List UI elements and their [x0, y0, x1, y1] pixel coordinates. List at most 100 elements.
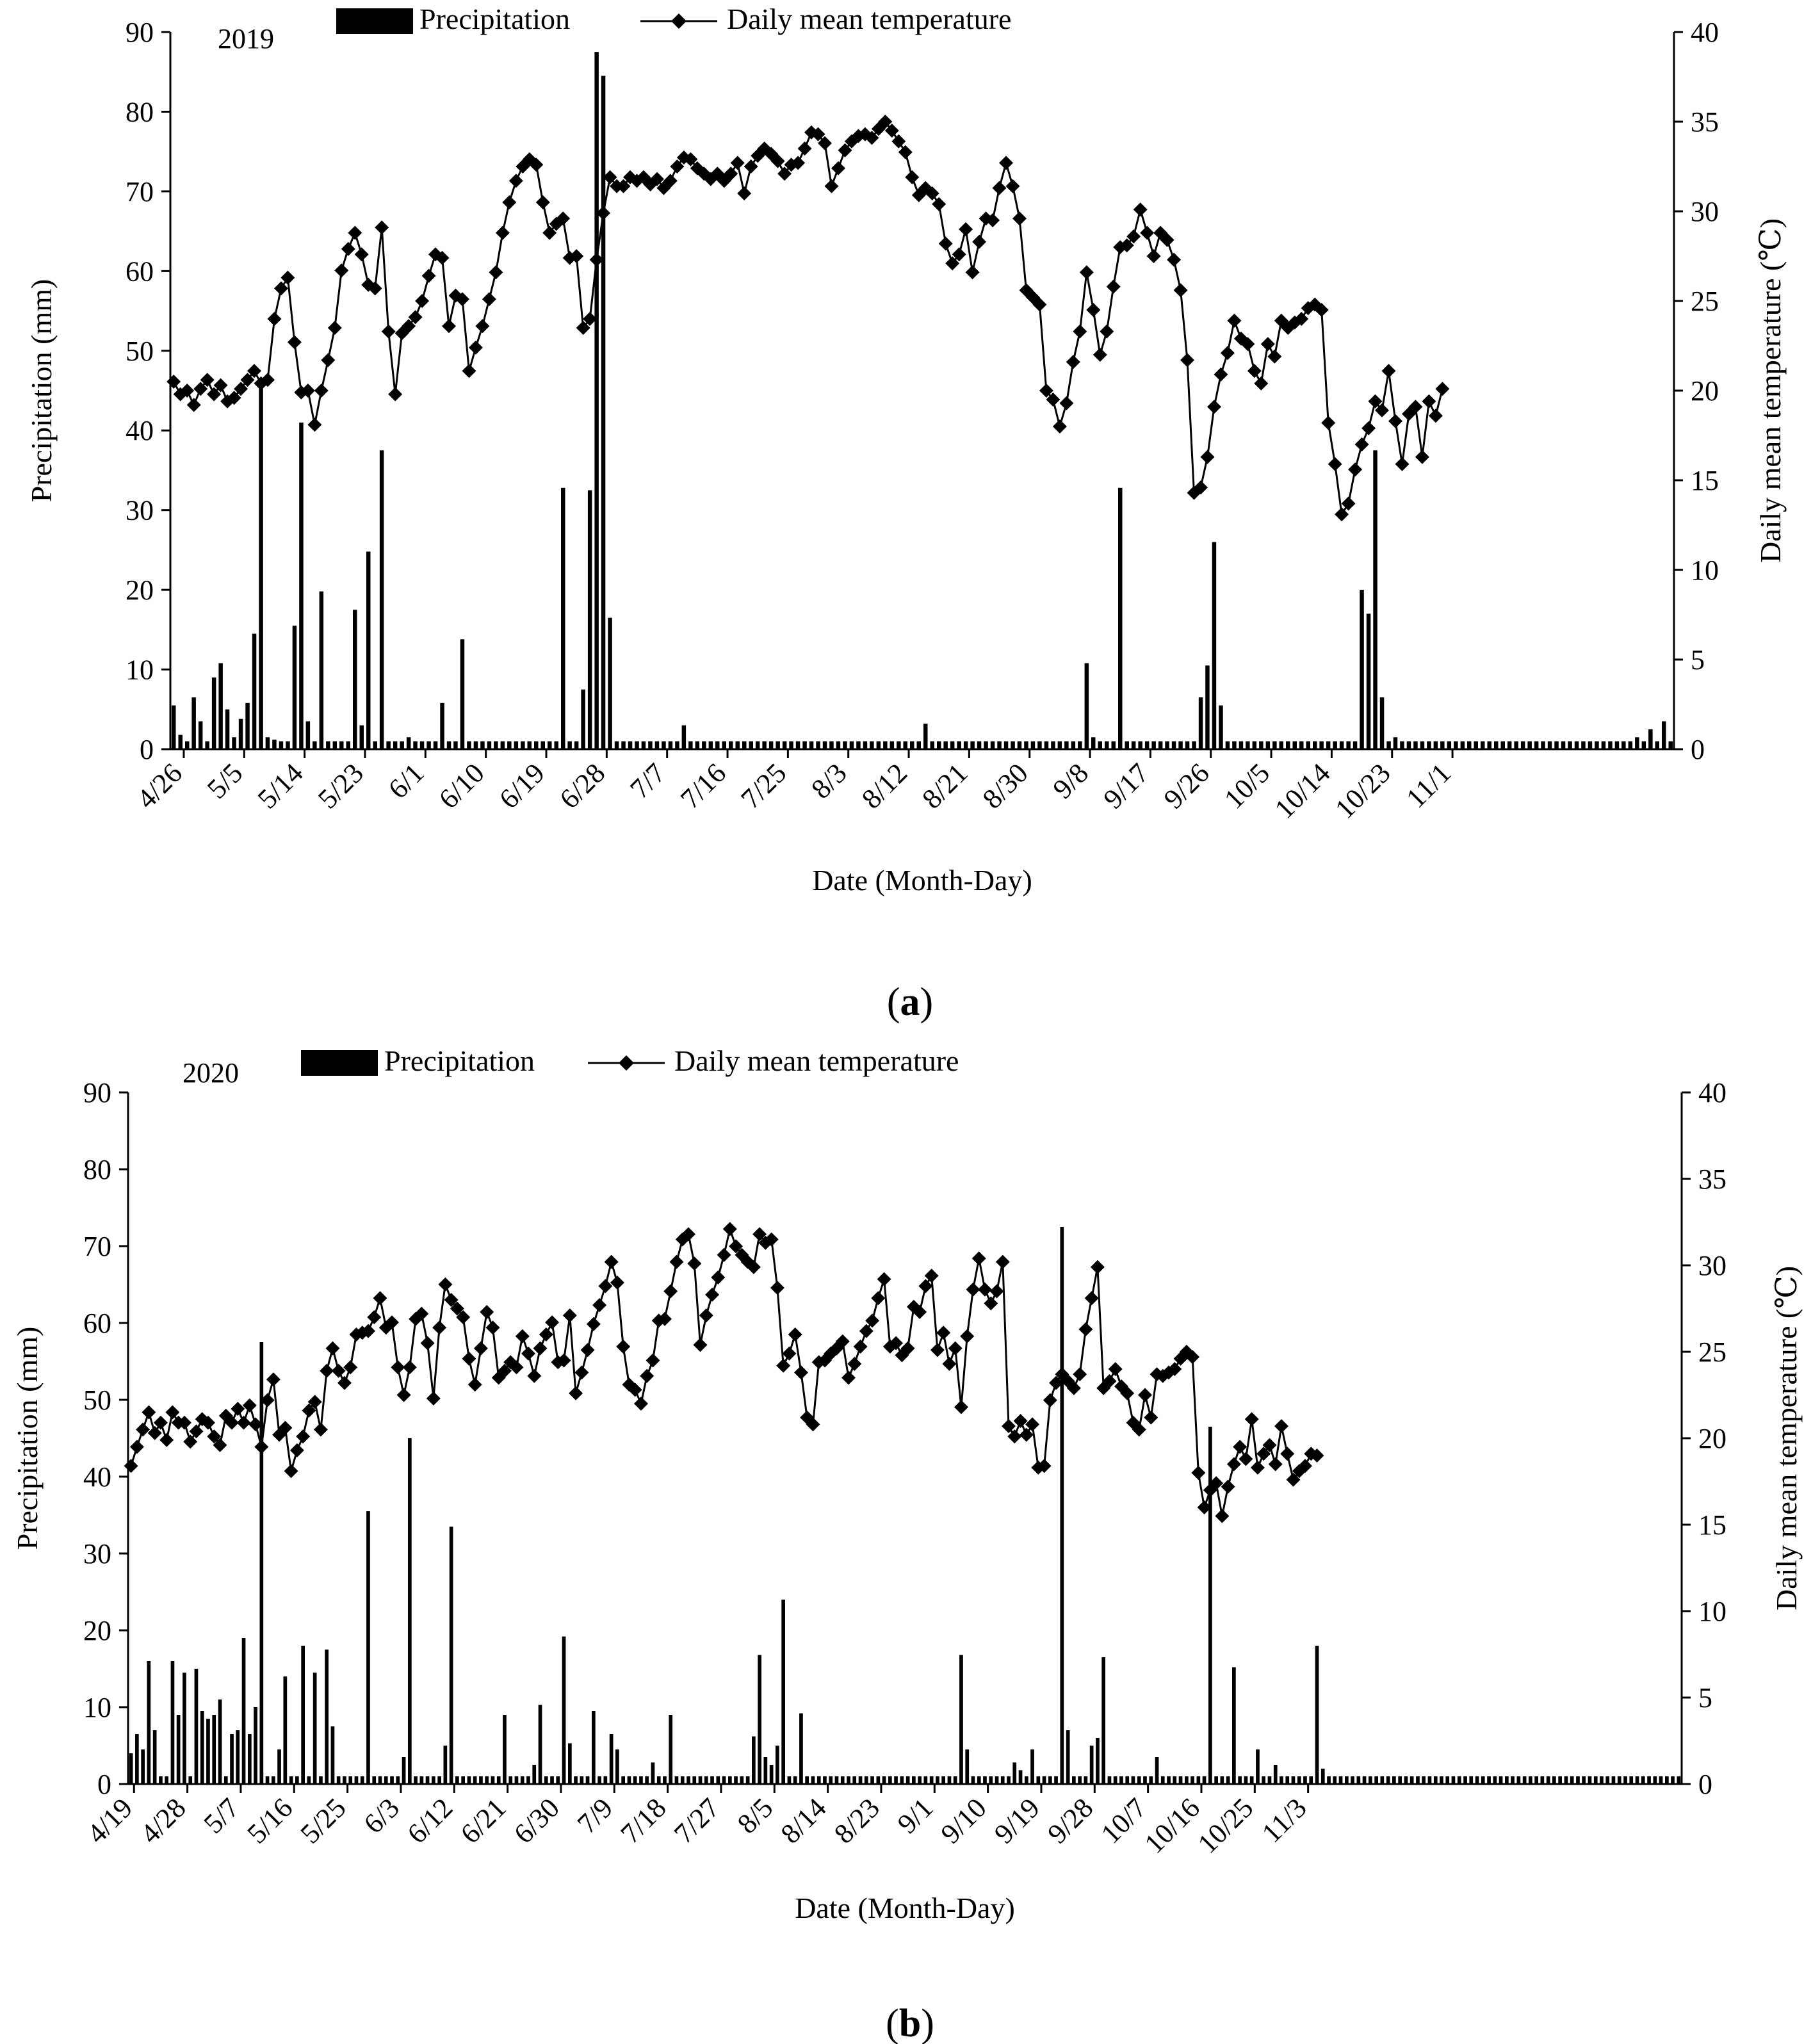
temperature-point	[368, 281, 382, 296]
precipitation-bar	[567, 741, 572, 749]
precipitation-bar	[1404, 1776, 1408, 1784]
left-tick-label: 20	[126, 574, 154, 606]
temperature-point	[628, 1383, 642, 1397]
precipitation-bar	[1113, 1776, 1117, 1784]
temperature-point	[165, 1405, 180, 1420]
precipitation-bar	[1252, 741, 1257, 749]
temperature-point	[287, 335, 302, 350]
temperature-point	[1321, 416, 1336, 430]
temperature-point	[489, 265, 503, 280]
right-tick-label: 5	[1691, 644, 1705, 676]
y-axis-left-label: Precipitation (mm)	[25, 279, 58, 503]
temperature-point	[396, 1388, 411, 1402]
temperature-point	[1244, 1412, 1259, 1427]
temperature-point	[752, 1227, 767, 1242]
left-tick-label: 70	[126, 176, 154, 207]
precipitation-bar	[1635, 1776, 1639, 1784]
temperature-point	[729, 1239, 743, 1254]
temperature-point	[574, 1365, 589, 1380]
precipitation-bar	[1151, 741, 1156, 749]
x-tick-label: 9/17	[1097, 757, 1155, 815]
precipitation-bar	[1386, 1776, 1390, 1784]
temperature-point	[670, 159, 685, 174]
precipitation-bar	[574, 1776, 578, 1784]
precipitation-bar	[745, 1776, 750, 1784]
precipitation-bar	[372, 1776, 377, 1784]
precipitation-bar	[1089, 1746, 1094, 1784]
temperature-point	[1066, 355, 1080, 369]
precipitation-bar	[1313, 741, 1317, 749]
precipitation-bar	[704, 1776, 708, 1784]
temperature-point	[583, 312, 597, 326]
temperature-point	[289, 1443, 304, 1457]
precipitation-bar	[206, 1719, 210, 1784]
temperature-point	[186, 398, 201, 412]
precipitation-bar	[669, 1715, 673, 1784]
temperature-point	[296, 1429, 311, 1444]
precipitation-bar	[455, 1776, 459, 1784]
precipitation-bar	[500, 741, 505, 749]
right-tick-label: 35	[1691, 106, 1719, 138]
precipitation-bar	[894, 1776, 898, 1784]
precipitation-bar	[272, 1776, 275, 1784]
precipitation-bar	[621, 741, 626, 749]
precipitation-bar	[1534, 1776, 1538, 1784]
precipitation-bar	[1064, 741, 1069, 749]
precipitation-bar	[1011, 741, 1015, 749]
x-tick-label: 6/1	[382, 757, 430, 804]
temperature-point	[426, 1391, 441, 1406]
temperature-point	[462, 364, 476, 378]
temperature-point	[502, 195, 517, 209]
precipitation-bar	[292, 626, 297, 749]
precipitation-bar	[265, 1776, 270, 1784]
precipitation-bar	[366, 551, 371, 749]
precipitation-bar	[480, 741, 485, 749]
precipitation-bar	[1333, 1776, 1337, 1784]
precipitation-bar	[1547, 741, 1552, 749]
precipitation-bar	[1299, 741, 1304, 749]
chart-panel-a: 0 10 20 30 40 50 60 70 80 90 0 5 10 15 20 25 30 35 40 4/26 5…	[25, 3, 1787, 1024]
precipitation-bar	[508, 1776, 513, 1784]
temperature-point	[159, 1432, 174, 1447]
precipitation-bar	[789, 741, 793, 749]
precipitation-bar	[1319, 741, 1324, 749]
precipitation-bar	[135, 1734, 139, 1784]
precipitation-bar	[1362, 1776, 1367, 1784]
temperature-point	[770, 154, 785, 168]
precipitation-bar	[1091, 737, 1096, 749]
temperature-point	[1119, 238, 1134, 253]
precipitation-bar	[912, 1776, 916, 1784]
temperature-point	[1310, 1448, 1324, 1463]
right-tick-label: 20	[1698, 1423, 1727, 1454]
temperature-point	[764, 1232, 779, 1247]
temperature-point	[473, 1341, 488, 1356]
x-tick-label: 6/12	[401, 1792, 459, 1849]
precipitation-bar	[585, 1776, 590, 1784]
precipitation-bar	[461, 1776, 465, 1784]
precipitation-bar	[200, 1711, 204, 1784]
temperature-point	[480, 1304, 494, 1319]
precipitation-bar	[923, 724, 928, 749]
temperature-point	[1019, 1427, 1034, 1442]
precipitation-bar	[729, 741, 733, 749]
temperature-point	[841, 1370, 856, 1385]
x-tick-label: 7/7	[624, 757, 671, 804]
precipitation-bar	[965, 1749, 970, 1784]
temperature-point	[717, 1247, 731, 1262]
temperature-point	[542, 225, 557, 240]
precipitation-bar	[1392, 1776, 1396, 1784]
temperature-point	[1007, 1429, 1022, 1444]
precipitation-bar	[1030, 741, 1036, 749]
precipitation-bar	[152, 1730, 157, 1784]
temperature-point	[871, 1291, 886, 1306]
temperature-point	[535, 195, 550, 209]
temperature-point	[1274, 1419, 1288, 1434]
temperature-point	[945, 256, 960, 271]
temperature-point	[1247, 364, 1262, 378]
precipitation-bar	[1554, 741, 1559, 749]
precipitation-bar	[983, 1776, 987, 1784]
precipitation-bar	[1614, 741, 1620, 749]
precipitation-bar	[574, 741, 579, 749]
precipitation-bar	[870, 1776, 874, 1784]
precipitation-bar	[1071, 741, 1076, 749]
